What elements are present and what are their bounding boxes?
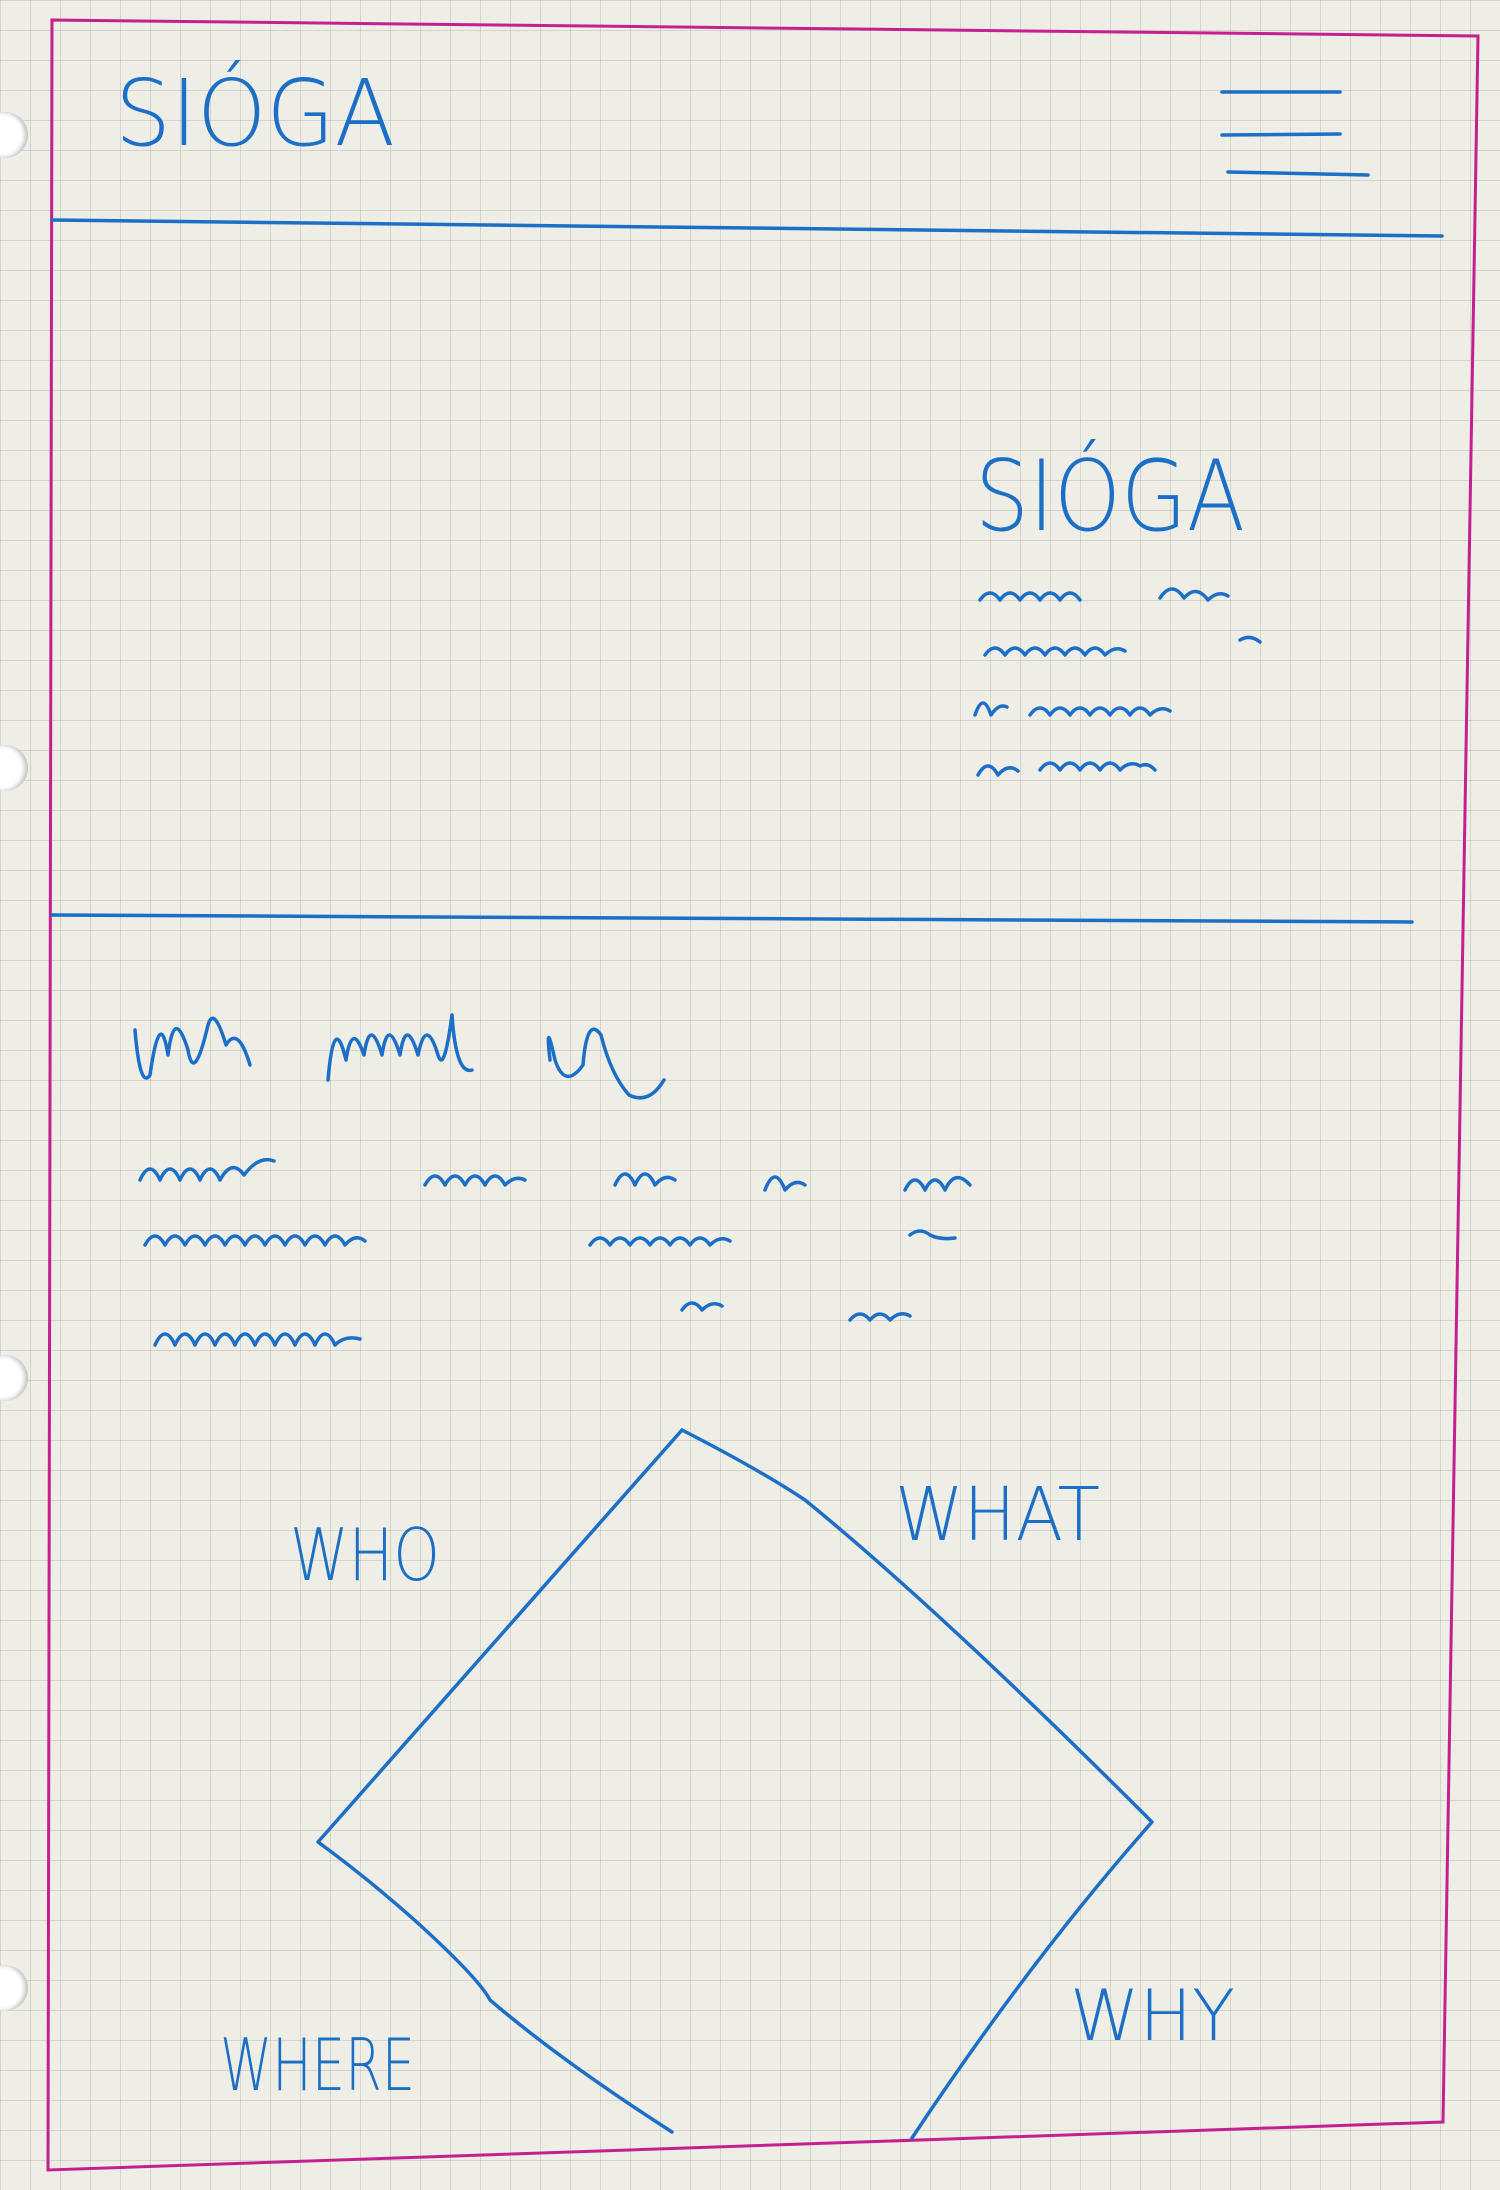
section-heading-placeholder: [133, 1013, 666, 1100]
header: SIÓGA: [115, 58, 1375, 185]
diagram-label-why: WHY: [1070, 1975, 1235, 2057]
hero-divider: [50, 913, 1414, 924]
who-what-where-why-diagram: WHO WHAT WHERE WHY: [220, 1428, 1235, 2140]
hero-text-placeholder: [973, 587, 1262, 777]
diagram-label-what: WHAT: [895, 1472, 1100, 1558]
hero-section: SIÓGA: [973, 438, 1262, 777]
about-section: [133, 1013, 972, 1347]
hero-title: SIÓGA: [975, 438, 1245, 554]
header-divider: [50, 218, 1444, 238]
hamburger-menu-icon[interactable]: [1215, 80, 1375, 185]
diagram-label-where: WHERE: [220, 2023, 415, 2107]
about-text-placeholder: [138, 1157, 972, 1347]
page-frame: [46, 18, 1480, 2172]
diagram-label-who: WHO: [290, 1513, 440, 1597]
logo[interactable]: SIÓGA: [115, 58, 395, 167]
diagram-diamond: [316, 1428, 1154, 2140]
